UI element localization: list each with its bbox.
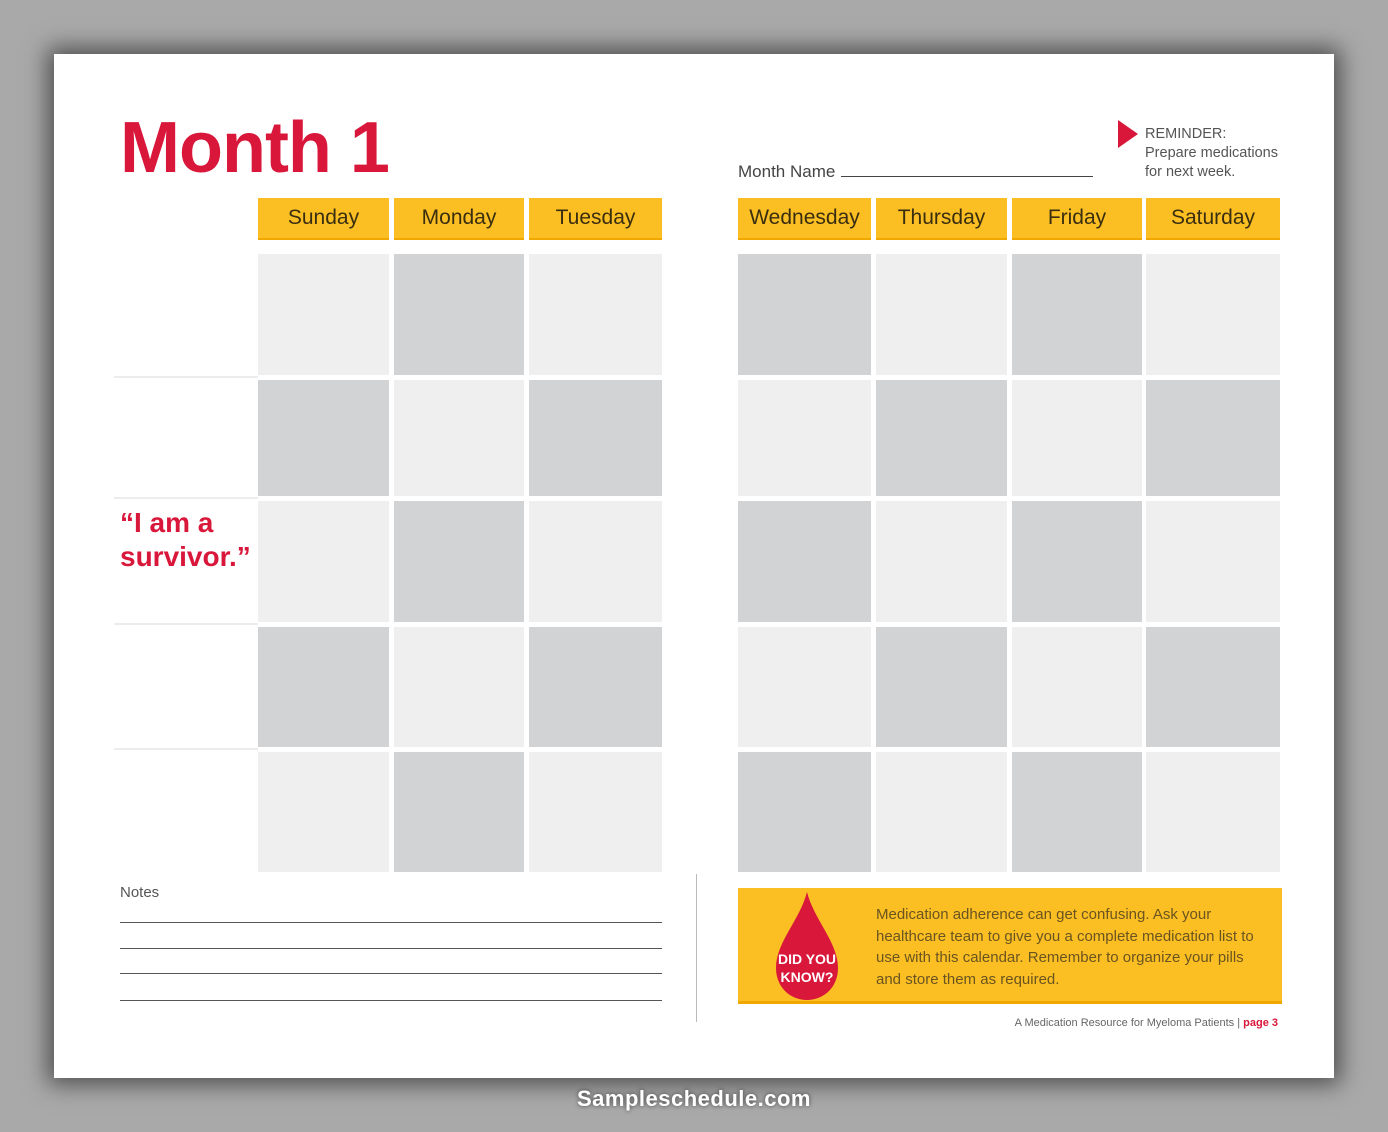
reminder-note: REMINDER: Prepare medications for next w… <box>1145 125 1295 182</box>
calendar-cell[interactable] <box>394 627 524 747</box>
calendar-cell[interactable] <box>1012 254 1142 375</box>
month-name-field[interactable]: Month Name <box>738 162 1094 182</box>
survivor-quote: “I am a survivor.” <box>120 506 251 574</box>
calendar-cell[interactable] <box>1146 501 1280 622</box>
watermark: Sampleschedule.com <box>577 1086 811 1111</box>
calendar-cell[interactable] <box>876 501 1007 622</box>
calendar-cell[interactable] <box>258 501 389 622</box>
reminder-line-2: for next week. <box>1145 164 1236 180</box>
calendar-cell[interactable] <box>258 254 389 375</box>
calendar-cell[interactable] <box>1146 627 1280 747</box>
calendar-cell[interactable] <box>394 752 524 872</box>
reminder-heading: REMINDER: <box>1145 126 1227 142</box>
reminder-arrow-icon <box>1118 120 1138 148</box>
calendar-cell[interactable] <box>529 501 662 622</box>
calendar-cell[interactable] <box>529 254 662 375</box>
calendar-page: Month 1 Month Name REMINDER: Prepare med… <box>54 54 1334 1078</box>
calendar-cell[interactable] <box>738 501 871 622</box>
calendar-cell[interactable] <box>529 627 662 747</box>
row-rule <box>114 497 258 499</box>
calendar-cell[interactable] <box>876 627 1007 747</box>
calendar-cell[interactable] <box>1012 501 1142 622</box>
calendar-cell[interactable] <box>738 627 871 747</box>
notes-line[interactable] <box>120 1000 662 1001</box>
calendar-cell[interactable] <box>738 380 871 496</box>
calendar-cell[interactable] <box>738 752 871 872</box>
calendar-cell[interactable] <box>529 380 662 496</box>
calendar-cell[interactable] <box>1012 752 1142 872</box>
calendar-cell[interactable] <box>394 380 524 496</box>
row-rule <box>114 623 258 625</box>
calendar-cell[interactable] <box>876 254 1007 375</box>
row-rule <box>114 748 258 750</box>
day-header-thursday: Thursday <box>876 198 1007 240</box>
did-you-know-badge: DID YOU KNOW? <box>774 950 840 986</box>
calendar-cell[interactable] <box>876 380 1007 496</box>
calendar-cell[interactable] <box>1146 380 1280 496</box>
calendar-cell[interactable] <box>876 752 1007 872</box>
page-footer: A Medication Resource for Myeloma Patien… <box>1015 1017 1278 1029</box>
day-header-monday: Monday <box>394 198 524 240</box>
did-you-know-text: Medication adherence can get confusing. … <box>876 906 1254 988</box>
footer-separator: | <box>1237 1017 1241 1029</box>
day-header-saturday: Saturday <box>1146 198 1280 240</box>
notes-line[interactable] <box>120 948 662 949</box>
reminder-line-1: Prepare medications <box>1145 145 1278 161</box>
quote-line-2: survivor.” <box>120 541 251 572</box>
calendar-cell[interactable] <box>394 254 524 375</box>
badge-line-2: KNOW? <box>780 969 834 985</box>
month-name-line <box>841 163 1094 177</box>
calendar-cell[interactable] <box>529 752 662 872</box>
page-title: Month 1 <box>120 108 390 188</box>
calendar-cell[interactable] <box>394 501 524 622</box>
day-header-friday: Friday <box>1012 198 1142 240</box>
row-rule <box>114 376 258 378</box>
did-you-know-box: DID YOU KNOW? Medication adherence can g… <box>738 888 1282 1004</box>
calendar-cell[interactable] <box>258 627 389 747</box>
notes-line[interactable] <box>120 973 662 974</box>
calendar-cell[interactable] <box>738 254 871 375</box>
day-header-wednesday: Wednesday <box>738 198 871 240</box>
notes-label: Notes <box>120 884 160 901</box>
month-name-label: Month Name <box>738 162 836 181</box>
calendar-cell[interactable] <box>1012 627 1142 747</box>
quote-line-1: “I am a <box>120 507 214 538</box>
column-divider <box>696 874 697 1022</box>
calendar-cell[interactable] <box>1012 380 1142 496</box>
badge-line-1: DID YOU <box>777 951 837 967</box>
calendar-cell[interactable] <box>1146 752 1280 872</box>
blood-drop-icon <box>776 892 838 1000</box>
calendar-cell[interactable] <box>1146 254 1280 375</box>
calendar-cell[interactable] <box>258 380 389 496</box>
day-header-sunday: Sunday <box>258 198 389 240</box>
day-header-tuesday: Tuesday <box>529 198 662 240</box>
footer-text: A Medication Resource for Myeloma Patien… <box>1014 1017 1235 1029</box>
calendar-cell[interactable] <box>258 752 389 872</box>
page-number: page 3 <box>1243 1017 1278 1029</box>
notes-line[interactable] <box>120 922 662 923</box>
